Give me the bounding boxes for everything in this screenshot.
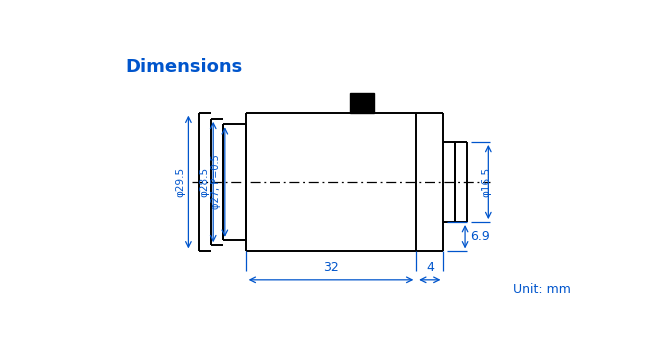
Text: φ16.5: φ16.5 [481,167,491,197]
Text: φ29.5: φ29.5 [176,167,186,197]
Text: φ27, P=0.5: φ27, P=0.5 [210,155,220,209]
Text: 4: 4 [426,261,434,274]
Text: 6.9: 6.9 [469,230,489,243]
Text: 32: 32 [323,261,339,274]
Bar [351,93,374,113]
Text: φ28.5: φ28.5 [200,167,210,197]
Text: Unit: mm: Unit: mm [513,283,571,296]
Text: Dimensions: Dimensions [125,58,243,76]
